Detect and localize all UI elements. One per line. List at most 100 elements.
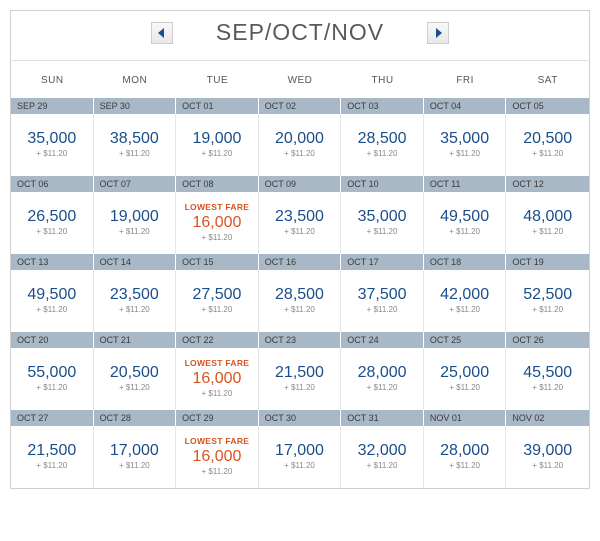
fare-cell[interactable]: 35,000+ $11.20	[341, 192, 424, 254]
date-label: OCT 09	[259, 176, 342, 192]
miles-value: 21,500	[275, 364, 324, 382]
lowest-fare-badge: LOWEST FARE	[185, 436, 250, 446]
date-label: OCT 28	[94, 410, 177, 426]
date-label: OCT 19	[506, 254, 589, 270]
miles-value: 42,000	[440, 286, 489, 304]
tax-label: + $11.20	[119, 305, 150, 314]
calendar-header: SEP/OCT/NOV	[11, 11, 589, 61]
tax-label: + $11.20	[284, 227, 315, 236]
miles-value: 26,500	[27, 208, 76, 226]
fare-cell[interactable]: 42,000+ $11.20	[424, 270, 507, 332]
miles-value: 35,000	[440, 130, 489, 148]
miles-value: 25,000	[440, 364, 489, 382]
fare-cell[interactable]: LOWEST FARE16,000+ $11.20	[176, 192, 259, 254]
miles-value: 17,000	[110, 442, 159, 460]
date-label: OCT 23	[259, 332, 342, 348]
tax-label: + $11.20	[36, 305, 67, 314]
date-label: SEP 29	[11, 98, 94, 114]
date-label: OCT 05	[506, 98, 589, 114]
tax-label: + $11.20	[284, 383, 315, 392]
day-label: FRI	[424, 75, 507, 86]
fare-cell[interactable]: 37,500+ $11.20	[341, 270, 424, 332]
date-label: OCT 13	[11, 254, 94, 270]
fare-cell[interactable]: 19,000+ $11.20	[94, 192, 177, 254]
fare-cell[interactable]: 35,000+ $11.20	[424, 114, 507, 176]
fare-cell[interactable]: 19,000+ $11.20	[176, 114, 259, 176]
date-label: OCT 31	[341, 410, 424, 426]
fare-cell[interactable]: 23,500+ $11.20	[94, 270, 177, 332]
miles-value: 45,500	[523, 364, 572, 382]
tax-label: + $11.20	[532, 461, 563, 470]
prev-month-button[interactable]	[151, 22, 173, 44]
tax-label: + $11.20	[36, 227, 67, 236]
date-label: OCT 27	[11, 410, 94, 426]
date-label: OCT 06	[11, 176, 94, 192]
miles-value: 19,000	[192, 130, 241, 148]
miles-value: 16,000	[192, 214, 241, 232]
price-row: 49,500+ $11.2023,500+ $11.2027,500+ $11.…	[11, 270, 589, 332]
fare-cell[interactable]: 17,000+ $11.20	[94, 426, 177, 488]
fare-cell[interactable]: 28,000+ $11.20	[424, 426, 507, 488]
tax-label: + $11.20	[367, 461, 398, 470]
miles-value: 35,000	[358, 208, 407, 226]
fare-cell[interactable]: 17,000+ $11.20	[259, 426, 342, 488]
month-title: SEP/OCT/NOV	[216, 19, 384, 46]
day-label: TUE	[176, 75, 259, 86]
fare-cell[interactable]: LOWEST FARE16,000+ $11.20	[176, 348, 259, 410]
fare-cell[interactable]: 21,500+ $11.20	[259, 348, 342, 410]
date-label: OCT 17	[341, 254, 424, 270]
date-label: OCT 03	[341, 98, 424, 114]
price-row: 26,500+ $11.2019,000+ $11.20LOWEST FARE1…	[11, 192, 589, 254]
date-row: OCT 13OCT 14OCT 15OCT 16OCT 17OCT 18OCT …	[11, 254, 589, 270]
fare-cell[interactable]: 39,000+ $11.20	[506, 426, 589, 488]
date-label: OCT 04	[424, 98, 507, 114]
fare-cell[interactable]: 55,000+ $11.20	[11, 348, 94, 410]
day-header-row: SUN MON TUE WED THU FRI SAT	[11, 61, 589, 98]
fare-cell[interactable]: 45,500+ $11.20	[506, 348, 589, 410]
fare-cell[interactable]: 28,000+ $11.20	[341, 348, 424, 410]
fare-cell[interactable]: 49,500+ $11.20	[11, 270, 94, 332]
date-row: SEP 29SEP 30OCT 01OCT 02OCT 03OCT 04OCT …	[11, 98, 589, 114]
miles-value: 20,000	[275, 130, 324, 148]
fare-cell[interactable]: 20,500+ $11.20	[506, 114, 589, 176]
fare-cell[interactable]: 25,000+ $11.20	[424, 348, 507, 410]
miles-value: 52,500	[523, 286, 572, 304]
tax-label: + $11.20	[119, 227, 150, 236]
date-label: OCT 07	[94, 176, 177, 192]
date-label: OCT 25	[424, 332, 507, 348]
date-label: OCT 18	[424, 254, 507, 270]
tax-label: + $11.20	[449, 227, 480, 236]
fare-cell[interactable]: 20,000+ $11.20	[259, 114, 342, 176]
lowest-fare-badge: LOWEST FARE	[185, 358, 250, 368]
fare-cell[interactable]: 27,500+ $11.20	[176, 270, 259, 332]
tax-label: + $11.20	[532, 149, 563, 158]
fare-cell[interactable]: 26,500+ $11.20	[11, 192, 94, 254]
date-label: SEP 30	[94, 98, 177, 114]
tax-label: + $11.20	[532, 227, 563, 236]
fare-cell[interactable]: 20,500+ $11.20	[94, 348, 177, 410]
fare-cell[interactable]: 21,500+ $11.20	[11, 426, 94, 488]
tax-label: + $11.20	[449, 383, 480, 392]
miles-value: 23,500	[275, 208, 324, 226]
fare-cell[interactable]: 38,500+ $11.20	[94, 114, 177, 176]
fare-cell[interactable]: 48,000+ $11.20	[506, 192, 589, 254]
miles-value: 28,000	[358, 364, 407, 382]
fare-cell[interactable]: 52,500+ $11.20	[506, 270, 589, 332]
chevron-right-icon	[434, 28, 442, 38]
tax-label: + $11.20	[119, 461, 150, 470]
date-label: OCT 22	[176, 332, 259, 348]
fare-cell[interactable]: 49,500+ $11.20	[424, 192, 507, 254]
miles-value: 49,500	[440, 208, 489, 226]
fare-cell[interactable]: 28,500+ $11.20	[259, 270, 342, 332]
chevron-left-icon	[158, 28, 166, 38]
miles-value: 19,000	[110, 208, 159, 226]
fare-cell[interactable]: 23,500+ $11.20	[259, 192, 342, 254]
miles-value: 28,500	[358, 130, 407, 148]
fare-cell[interactable]: LOWEST FARE16,000+ $11.20	[176, 426, 259, 488]
fare-cell[interactable]: 28,500+ $11.20	[341, 114, 424, 176]
next-month-button[interactable]	[427, 22, 449, 44]
fare-cell[interactable]: 32,000+ $11.20	[341, 426, 424, 488]
fare-cell[interactable]: 35,000+ $11.20	[11, 114, 94, 176]
tax-label: + $11.20	[367, 227, 398, 236]
tax-label: + $11.20	[202, 389, 233, 398]
